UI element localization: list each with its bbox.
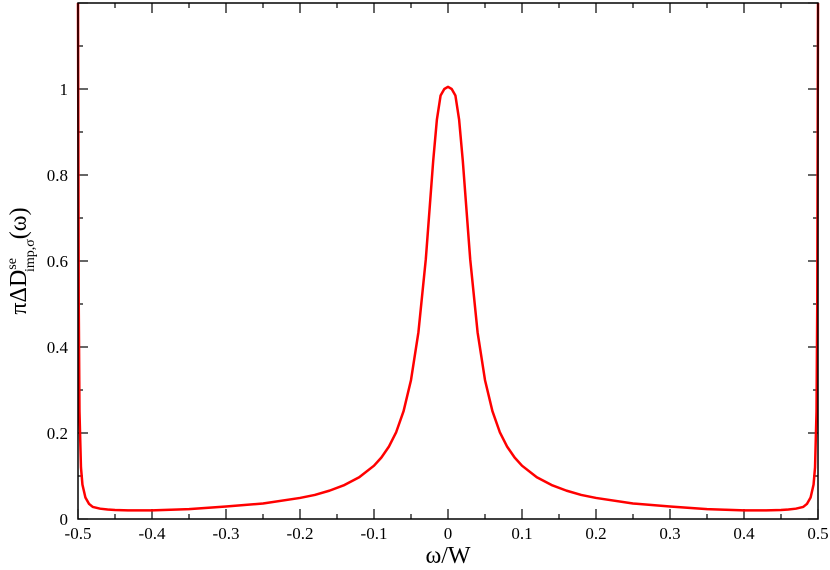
- x-tick-label: 0.4: [733, 524, 755, 543]
- y-tick-label: 0.6: [47, 252, 68, 271]
- x-tick-label: 0: [444, 524, 453, 543]
- x-tick-label: 0.1: [511, 524, 532, 543]
- y-tick-label: 0.8: [47, 166, 68, 185]
- x-tick-label: -0.1: [361, 524, 388, 543]
- y-axis-title: πΔDse imp,σ(ω): [5, 207, 38, 314]
- x-tick-label: -0.2: [287, 524, 314, 543]
- series-layer: [76, 2, 820, 512]
- tick-labels-layer: -0.5 -0.4 -0.3 -0.2 -0.1 0 0.1 0.2 0.3 0.4 0.5 0 0.2…: [47, 80, 829, 543]
- x-tick-label: 0.5: [807, 524, 828, 543]
- y-axis-title-subscript: imp,σ: [23, 239, 38, 272]
- x-tick-label: -0.4: [139, 524, 166, 543]
- y-tick-label: 0.4: [47, 338, 69, 357]
- y-axis-title-suffix: (ω): [6, 207, 32, 239]
- y-axis-title-main: πΔD: [6, 270, 32, 315]
- y-tick-label: 0.2: [47, 424, 68, 443]
- x-tick-label: -0.3: [213, 524, 240, 543]
- y-axis-title-superscript: se: [5, 258, 20, 270]
- ticks-layer: [77, 2, 819, 520]
- series-line-0: [76, 2, 820, 512]
- y-tick-label: 0: [60, 510, 69, 529]
- y-tick-label: 1: [60, 80, 69, 99]
- x-tick-label: 0.2: [585, 524, 606, 543]
- plot-frame: [77, 2, 819, 520]
- x-tick-label: 0.3: [659, 524, 680, 543]
- x-tick-label: -0.5: [65, 524, 92, 543]
- x-axis-title: ω/W: [425, 543, 470, 569]
